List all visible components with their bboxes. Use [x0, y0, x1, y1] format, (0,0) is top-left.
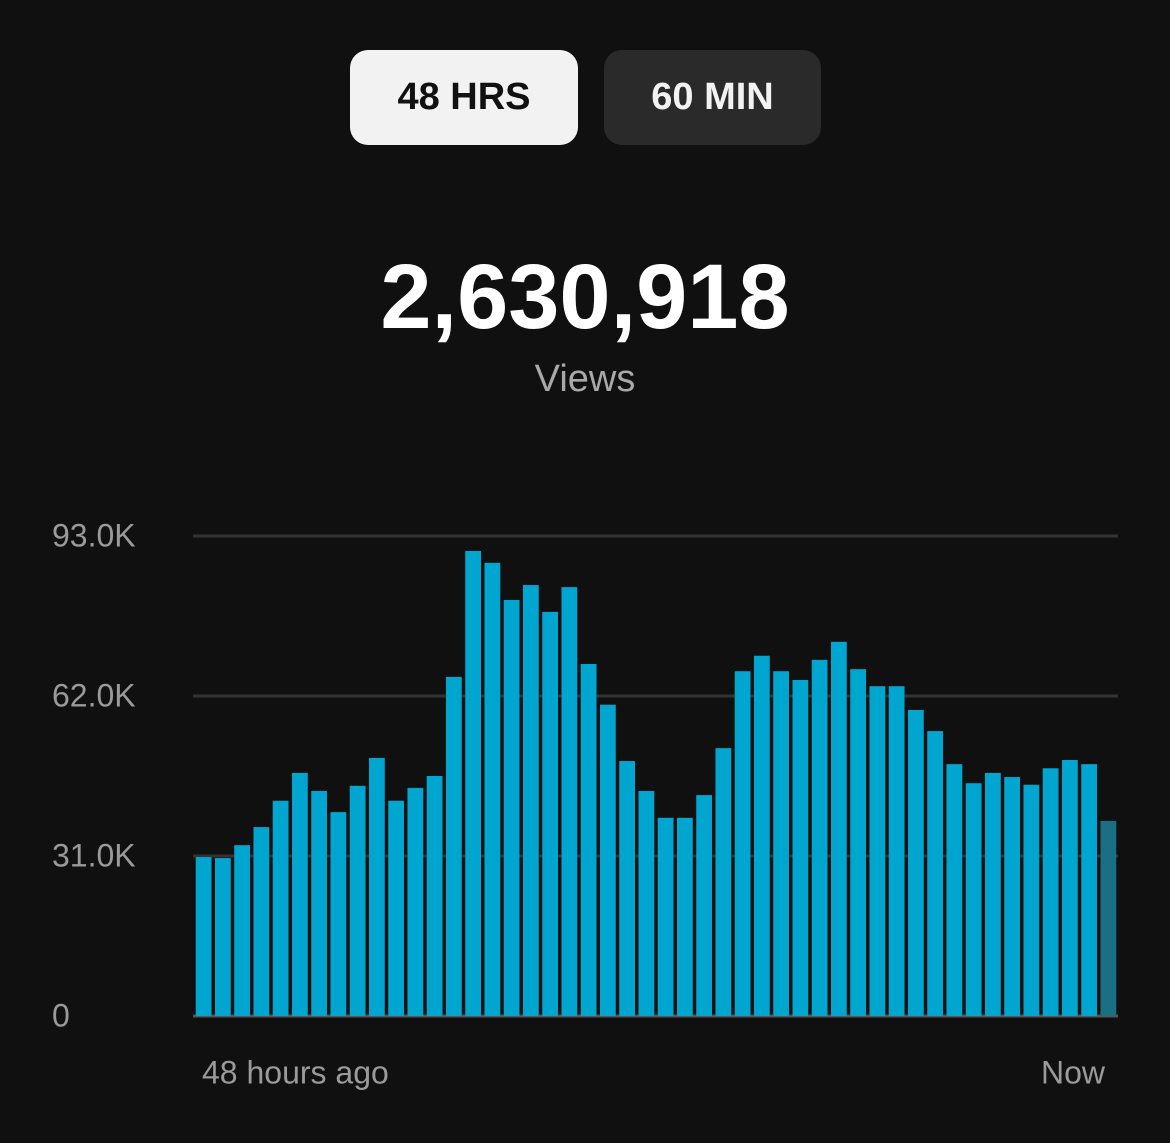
bar [619, 761, 636, 1016]
x-tick-label: 48 hours ago [202, 1054, 389, 1090]
bar [811, 659, 828, 1016]
bar [311, 790, 328, 1016]
y-tick-label: 0 [52, 997, 70, 1033]
bar [349, 785, 366, 1016]
bar [696, 795, 713, 1016]
total-views: 2,630,918 [380, 246, 790, 348]
bar [253, 827, 270, 1016]
bar [291, 772, 308, 1016]
bar [869, 686, 886, 1016]
bar [907, 709, 924, 1016]
range-tab[interactable]: 60 MIN [604, 50, 821, 145]
bar [368, 757, 385, 1016]
range-tab[interactable]: 48 HRS [350, 50, 578, 145]
bar [388, 800, 405, 1016]
bar [561, 587, 578, 1016]
bar [850, 669, 867, 1016]
bar [1081, 764, 1098, 1016]
x-tick-label: Now [1041, 1054, 1106, 1090]
bar [503, 600, 520, 1016]
bar [484, 562, 501, 1016]
total-label: Views [534, 358, 636, 400]
bar [927, 731, 944, 1016]
bar [234, 845, 251, 1016]
bar [330, 812, 347, 1016]
bar [946, 764, 963, 1016]
bar [657, 817, 674, 1016]
bar [753, 655, 770, 1016]
bar [1061, 760, 1078, 1016]
bar [445, 676, 462, 1016]
bar [792, 680, 809, 1016]
bar [773, 671, 790, 1016]
bar [580, 664, 597, 1016]
bar [1004, 777, 1021, 1016]
bar [214, 858, 231, 1016]
bar [272, 800, 289, 1016]
bar [195, 857, 212, 1016]
bar [676, 817, 693, 1016]
bar [522, 585, 539, 1016]
bar [465, 550, 482, 1016]
bar [984, 772, 1001, 1016]
bar [888, 686, 905, 1016]
y-tick-label: 31.0K [52, 837, 136, 873]
bar [1042, 768, 1059, 1016]
bar [638, 790, 655, 1016]
bar [426, 776, 443, 1016]
bar [734, 671, 751, 1016]
bar [1100, 820, 1117, 1016]
bar [965, 783, 982, 1016]
y-tick-label: 62.0K [52, 677, 136, 713]
bar [715, 748, 732, 1016]
bar [542, 611, 559, 1016]
bar [407, 787, 424, 1016]
y-tick-label: 93.0K [52, 517, 136, 553]
bar [1023, 784, 1040, 1016]
bar [830, 641, 847, 1016]
bar [599, 704, 616, 1016]
